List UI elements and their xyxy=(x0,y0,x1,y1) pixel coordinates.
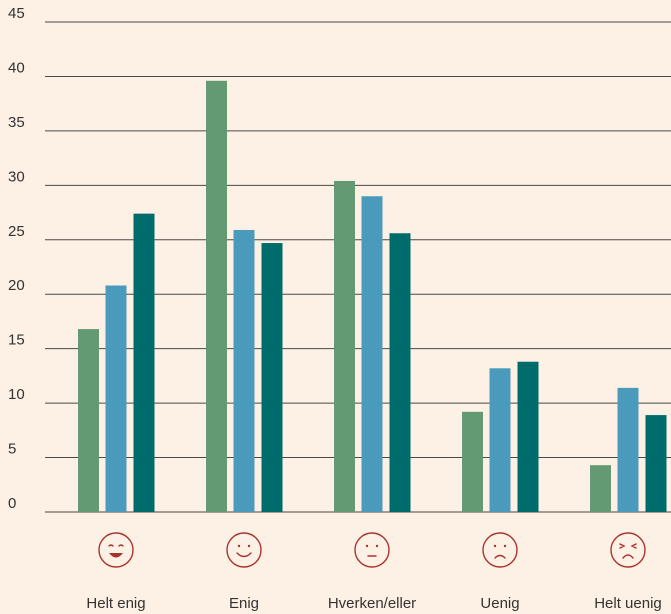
y-tick-label: 35 xyxy=(8,114,25,131)
bar xyxy=(617,387,639,512)
x-tick-label: Hverken/eller xyxy=(328,595,416,612)
bar xyxy=(645,415,667,512)
bar xyxy=(361,196,383,512)
bar xyxy=(78,329,99,512)
icon-sad xyxy=(482,532,518,568)
y-tick-label: 10 xyxy=(8,386,25,403)
y-tick-label: 15 xyxy=(8,332,25,349)
bar xyxy=(105,285,127,512)
y-tick-label: 20 xyxy=(8,277,25,294)
bar xyxy=(261,243,283,513)
bar xyxy=(389,233,411,512)
x-tick-label: Helt uenig xyxy=(594,595,662,612)
bar xyxy=(233,229,255,512)
x-tick-label: Enig xyxy=(229,595,259,612)
y-tick-label: 40 xyxy=(8,59,25,76)
bar xyxy=(334,180,355,512)
y-tick-label: 25 xyxy=(8,223,25,240)
x-tick-label: Uenig xyxy=(480,595,519,612)
x-tick-label: Helt enig xyxy=(86,595,145,612)
bar xyxy=(590,465,611,512)
y-tick-label: 45 xyxy=(8,5,25,22)
icon-neutral xyxy=(354,532,390,568)
y-tick-label: 0 xyxy=(8,495,16,512)
y-tick-label: 5 xyxy=(8,441,16,458)
bar xyxy=(133,213,155,512)
y-tick-label: 30 xyxy=(8,168,25,185)
bar xyxy=(206,80,227,513)
icon-very-sad xyxy=(610,532,646,568)
bar xyxy=(462,411,483,512)
icon-very-happy xyxy=(98,532,134,568)
bar xyxy=(517,361,539,512)
icon-happy xyxy=(226,532,262,568)
face-icons xyxy=(98,532,646,568)
bar xyxy=(489,368,511,512)
